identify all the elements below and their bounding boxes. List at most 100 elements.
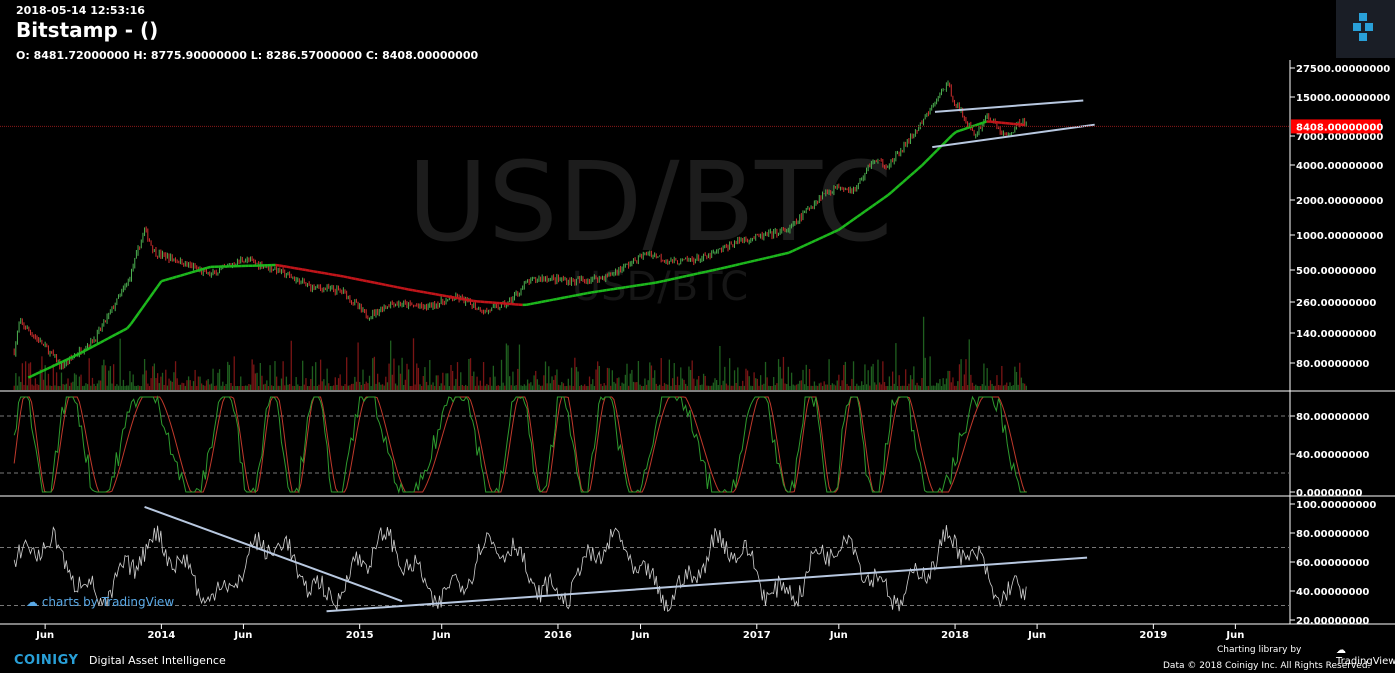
volume-bar bbox=[698, 375, 700, 390]
tradingview-watermark[interactable]: ☁ charts by TradingView bbox=[26, 595, 174, 609]
moving-average-segment bbox=[313, 270, 318, 274]
volume-bar bbox=[396, 385, 398, 390]
volume-bar bbox=[430, 384, 433, 390]
volume-bar bbox=[416, 363, 418, 390]
volume-bar bbox=[667, 384, 669, 390]
volume-bar bbox=[950, 382, 952, 390]
volume-bar bbox=[554, 375, 556, 390]
volume-bar bbox=[15, 373, 17, 390]
volume-bar bbox=[183, 383, 185, 390]
tradingview-link[interactable]: ☁ TradingView bbox=[1336, 645, 1395, 667]
volume-bar bbox=[122, 379, 125, 390]
volume-bar bbox=[478, 385, 480, 390]
volume-bar bbox=[636, 382, 638, 390]
volume-bar bbox=[561, 381, 563, 390]
moving-average-segment bbox=[666, 278, 672, 282]
volume-bar bbox=[33, 385, 35, 390]
volume-bar bbox=[1017, 384, 1019, 390]
moving-average-segment bbox=[339, 274, 345, 278]
moving-average-segment bbox=[818, 235, 824, 240]
moving-average-segment bbox=[742, 261, 748, 265]
moving-average-segment bbox=[636, 283, 641, 287]
volume-bar bbox=[711, 385, 713, 390]
volume-bar bbox=[639, 384, 641, 390]
volume-bar bbox=[160, 376, 162, 390]
volume-bar bbox=[743, 385, 745, 390]
volume-bar bbox=[931, 385, 933, 390]
volume-bar bbox=[72, 381, 74, 390]
volume-bar bbox=[284, 385, 286, 390]
moving-average-segment bbox=[720, 266, 725, 270]
volume-bar bbox=[813, 381, 816, 390]
moving-average-segment bbox=[465, 298, 470, 302]
moving-average-segment bbox=[290, 266, 295, 270]
moving-average-segment bbox=[898, 181, 904, 187]
moving-average-segment bbox=[879, 196, 885, 202]
volume-bar bbox=[619, 385, 622, 390]
volume-bar bbox=[67, 378, 69, 390]
ohlc-readout: O: 8481.72000000 H: 8775.90000000 L: 828… bbox=[16, 49, 479, 62]
volume-bar bbox=[311, 366, 314, 390]
volume-bar bbox=[585, 385, 587, 390]
volume-bar bbox=[572, 385, 574, 390]
volume-bar bbox=[790, 372, 793, 390]
volume-bar bbox=[471, 376, 473, 390]
volume-bar bbox=[846, 383, 848, 390]
volume-bar bbox=[988, 385, 990, 390]
moving-average-segment bbox=[731, 263, 736, 268]
volume-bar bbox=[324, 385, 327, 390]
volume-bar bbox=[909, 375, 912, 390]
volume-bar bbox=[241, 386, 244, 390]
volume-bar bbox=[949, 370, 951, 390]
volume-bar bbox=[458, 385, 460, 390]
volume-bar bbox=[803, 384, 806, 390]
volume-bar bbox=[621, 382, 623, 390]
volume-bar bbox=[668, 359, 671, 390]
volume-bar bbox=[499, 385, 501, 390]
volume-bar bbox=[970, 374, 972, 390]
volume-bar bbox=[31, 384, 33, 390]
volume-bar bbox=[784, 383, 786, 390]
volume-bar bbox=[712, 382, 715, 390]
moving-average-segment bbox=[594, 290, 599, 294]
volume-bar bbox=[171, 381, 173, 390]
volume-bar bbox=[223, 385, 226, 390]
volume-bar bbox=[895, 343, 897, 390]
moving-average-segment bbox=[187, 271, 193, 275]
volume-bar bbox=[383, 385, 385, 390]
moving-average-segment bbox=[568, 294, 573, 299]
volume-bar bbox=[359, 381, 361, 390]
moving-average-segment bbox=[777, 253, 782, 257]
volume-bar bbox=[258, 385, 260, 390]
coinigy-logo-icon[interactable] bbox=[1336, 0, 1395, 58]
volume-bar bbox=[862, 384, 864, 390]
volume-bar bbox=[287, 384, 289, 390]
volume-bar bbox=[509, 376, 511, 390]
moving-average-segment bbox=[659, 279, 664, 284]
volume-bar bbox=[49, 385, 51, 390]
moving-average-segment bbox=[575, 293, 580, 297]
volume-bar bbox=[101, 365, 103, 390]
moving-average-segment bbox=[65, 356, 71, 361]
volume-bar bbox=[326, 368, 328, 390]
volume-bar bbox=[794, 385, 796, 390]
moving-average-segment bbox=[701, 270, 706, 274]
volume-bar bbox=[567, 378, 569, 390]
volume-bar bbox=[451, 370, 454, 390]
volume-bar bbox=[298, 385, 301, 390]
volume-bar bbox=[637, 360, 640, 390]
rsi-trendline bbox=[144, 505, 403, 603]
volume-bar bbox=[170, 380, 172, 390]
volume-bar bbox=[210, 383, 213, 390]
volume-bar bbox=[142, 374, 144, 390]
volume-bar bbox=[491, 385, 493, 390]
volume-bar bbox=[611, 370, 613, 390]
volume-bar bbox=[577, 371, 579, 390]
volume-bar bbox=[655, 383, 657, 390]
volume-bar bbox=[202, 385, 204, 390]
volume-bar bbox=[725, 383, 728, 390]
volume-bar bbox=[178, 384, 180, 390]
volume-bar bbox=[766, 377, 768, 390]
volume-bar bbox=[77, 385, 79, 390]
